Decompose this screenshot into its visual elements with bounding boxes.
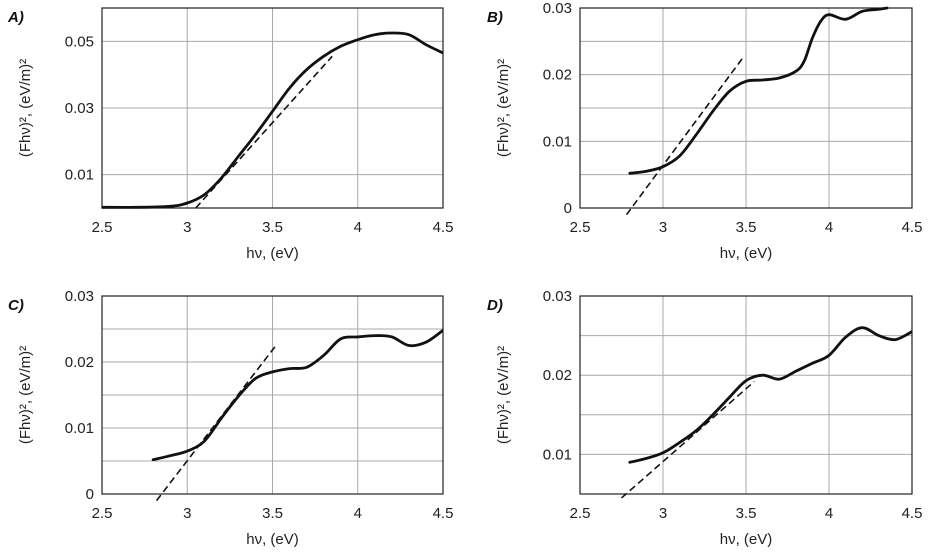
panel-c-y-tick-label: 0.01 bbox=[65, 420, 94, 437]
panel-b: 2.5 3 3.5 4 4.5 0 0.01 0.02 0.03 hν, (eV) (Fhν)², … bbox=[487, 0, 922, 262]
panel-b-y-tick-label: 0.03 bbox=[543, 0, 572, 17]
panel-b-x-tick-label: 3 bbox=[659, 219, 667, 236]
panel-c-y-tick-label: 0.02 bbox=[65, 354, 94, 371]
panel-a-x-axis-label: hν, (eV) bbox=[246, 245, 299, 262]
panel-d-series-0 bbox=[628, 326, 912, 464]
panel-b-y-tick-label: 0.02 bbox=[543, 67, 572, 84]
panel-a-y-axis-label: (Fhν)², (eV/m)² bbox=[17, 59, 34, 157]
panel-c-x-tick-label: 4.5 bbox=[433, 505, 454, 522]
panel-a-x-tick-label: 2.5 bbox=[92, 219, 113, 236]
panel-c-y-tick-label: 0.03 bbox=[65, 288, 94, 305]
panel-c: 2.5 3 3.5 4 4.5 0 0.01 0.02 0.03 hν, (eV) (Fhν)², … bbox=[8, 288, 453, 548]
panel-d-y-tick-label: 0.01 bbox=[543, 446, 572, 463]
panel-b-frame bbox=[579, 7, 913, 209]
panel-a-y-tick-label: 0.03 bbox=[65, 100, 94, 117]
panel-b-x-axis-label: hν, (eV) bbox=[720, 245, 773, 262]
panel-d-x-tick-label: 3 bbox=[659, 505, 667, 522]
panel-c-label: C) bbox=[8, 297, 24, 314]
panel-b-series-0 bbox=[628, 6, 889, 175]
panel-c-x-tick-label: 3 bbox=[183, 505, 191, 522]
panel-b-label: B) bbox=[487, 9, 503, 26]
panel-c-series-0 bbox=[151, 328, 443, 462]
panel-c-y-tick-label: 0 bbox=[86, 486, 94, 503]
panel-a-x-tick-label: 4 bbox=[354, 219, 362, 236]
panel-b-x-tick-label: 4 bbox=[825, 219, 833, 236]
panel-c-x-tick-label: 3.5 bbox=[262, 505, 283, 522]
panel-a-y-tick-label: 0.05 bbox=[65, 33, 94, 50]
panel-d: 2.5 3 3.5 4 4.5 0.01 0.02 0.03 hν, (eV) (Fhν)², (… bbox=[487, 288, 922, 548]
panel-a-frame bbox=[101, 7, 444, 209]
panel-c-x-tick-label: 2.5 bbox=[92, 505, 113, 522]
panel-d-y-tick-label: 0.02 bbox=[543, 367, 572, 384]
panel-a-x-tick-label: 4.5 bbox=[433, 219, 454, 236]
panel-a-x-tick-label: 3 bbox=[183, 219, 191, 236]
panel-a-series-0 bbox=[102, 31, 443, 209]
panel-d-x-tick-label: 4.5 bbox=[902, 505, 923, 522]
panel-d-y-axis-label: (Fhν)², (eV/m)² bbox=[495, 346, 512, 444]
panel-a: 2.5 3 3.5 4 4.5 0.01 0.03 0.05 hν, (eV) (Fhν)², (… bbox=[7, 7, 454, 262]
panel-a-y-tick-label: 0.01 bbox=[65, 167, 94, 184]
panel-a-x-tick-label: 3.5 bbox=[262, 219, 283, 236]
panel-c-x-tick-label: 4 bbox=[354, 505, 362, 522]
panel-c-x-axis-label: hν, (eV) bbox=[246, 531, 299, 548]
panel-d-x-tick-label: 4 bbox=[825, 505, 833, 522]
panel-b-x-tick-label: 2.5 bbox=[570, 219, 591, 236]
panel-d-x-axis-label: hν, (eV) bbox=[720, 531, 773, 548]
panel-b-y-tick-label: 0.01 bbox=[543, 133, 572, 150]
panel-d-x-tick-label: 3.5 bbox=[736, 505, 757, 522]
panel-a-label: A) bbox=[7, 9, 24, 26]
panel-c-frame bbox=[101, 295, 444, 495]
panel-b-x-tick-label: 4.5 bbox=[902, 219, 923, 236]
panel-b-y-tick-label: 0 bbox=[564, 200, 572, 217]
panel-d-frame bbox=[579, 295, 913, 495]
panel-b-x-tick-label: 3.5 bbox=[736, 219, 757, 236]
panel-d-x-tick-label: 2.5 bbox=[570, 505, 591, 522]
panel-b-y-axis-label: (Fhν)², (eV/m)² bbox=[495, 59, 512, 157]
panel-b-fit-line bbox=[625, 57, 744, 216]
panel-d-label: D) bbox=[487, 297, 503, 314]
panel-d-y-tick-label: 0.03 bbox=[543, 288, 572, 305]
panel-c-y-axis-label: (Fhν)², (eV/m)² bbox=[17, 346, 34, 444]
panel-d-fit-line bbox=[620, 380, 755, 499]
